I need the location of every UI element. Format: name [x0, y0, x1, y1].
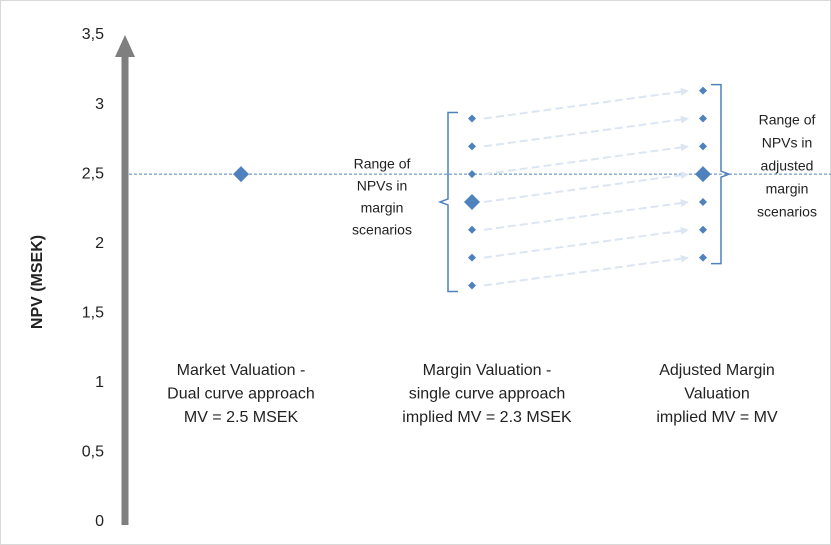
brace: [711, 83, 732, 265]
arrowhead: [680, 115, 689, 124]
y-tick-label: 3: [95, 96, 104, 113]
y-tick-label: 3,5: [82, 26, 104, 43]
annotation: NPVs in: [762, 135, 813, 151]
annotation: scenarios: [757, 204, 817, 220]
point: [699, 86, 707, 95]
point: [699, 225, 707, 234]
arrowhead: [680, 87, 689, 96]
annotation: margin: [361, 200, 404, 216]
category-label: Valuation: [684, 386, 750, 403]
y-tick-label: 0,5: [82, 444, 104, 461]
point: [233, 166, 249, 183]
category-label: Adjusted Margin: [659, 362, 775, 379]
category-label: implied MV = MV: [656, 409, 778, 426]
annotation: margin: [766, 181, 809, 197]
category-label: implied MV = 2.3 MSEK: [402, 409, 572, 426]
point: [464, 193, 480, 210]
point: [468, 281, 476, 290]
point: [699, 114, 707, 123]
point: [699, 253, 707, 262]
point: [468, 170, 476, 179]
annotation: Range of: [354, 156, 411, 172]
axis-arrowhead: [115, 35, 135, 57]
y-tick-label: 2,5: [82, 165, 104, 182]
arrowhead: [680, 171, 689, 180]
point: [468, 114, 476, 123]
arrow: [483, 146, 682, 176]
category-label: MV = 2.5 MSEK: [184, 409, 299, 426]
arrowhead: [680, 199, 689, 207]
category-label: Market Valuation -: [177, 362, 306, 379]
arrow: [483, 118, 682, 148]
y-axis-label: NPV (MSEK): [29, 235, 46, 329]
category-label: Dual curve approach: [167, 386, 315, 403]
annotation: NPVs in: [357, 178, 408, 194]
arrow: [483, 229, 682, 259]
y-tick-label: 1: [95, 374, 104, 391]
point: [695, 166, 711, 183]
annotation: adjusted: [761, 158, 814, 174]
point: [699, 142, 707, 151]
annotation: Range of: [759, 112, 816, 128]
y-tick-label: 0: [95, 513, 104, 530]
brace: [437, 111, 458, 293]
point: [468, 142, 476, 151]
category-label: Margin Valuation -: [423, 362, 552, 379]
annotation: scenarios: [352, 222, 412, 238]
point: [699, 197, 707, 206]
arrow: [483, 202, 682, 231]
point: [468, 253, 476, 262]
y-tick-label: 1,5: [82, 305, 104, 322]
arrowhead: [680, 227, 689, 235]
arrow: [483, 90, 682, 120]
arrow: [483, 257, 682, 287]
arrowhead: [680, 143, 689, 152]
category-label: single curve approach: [409, 386, 566, 403]
arrowhead: [680, 254, 689, 263]
arrow: [483, 174, 682, 203]
point: [468, 225, 476, 234]
y-tick-label: 2: [95, 235, 104, 252]
